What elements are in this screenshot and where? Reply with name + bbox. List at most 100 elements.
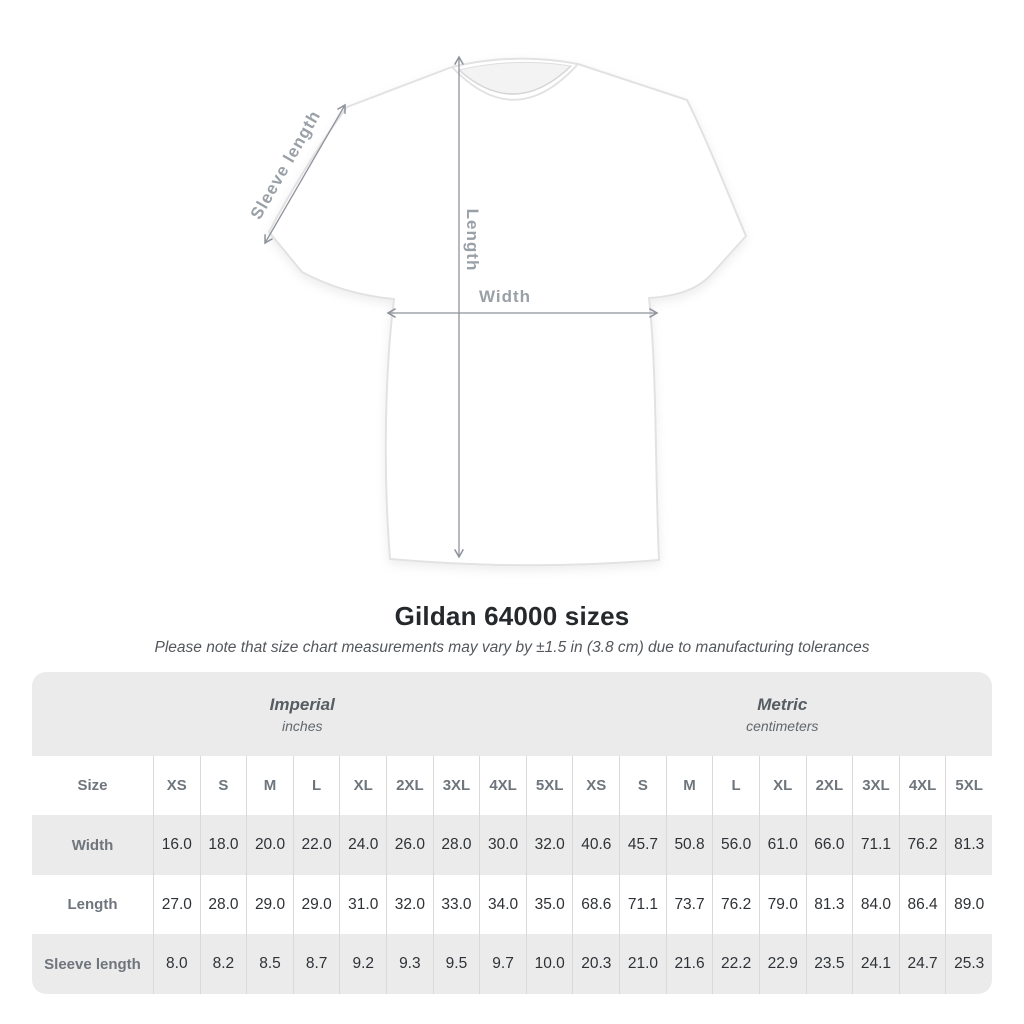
collar-band xyxy=(458,65,572,95)
unit-header-sub: centimeters xyxy=(746,717,819,734)
measurement-value-imperial: 29.0 xyxy=(292,875,340,934)
measurement-value-metric: 71.1 xyxy=(852,815,899,875)
measurement-value-imperial: 16.0 xyxy=(153,815,200,875)
measurement-value-metric: 81.3 xyxy=(805,875,853,934)
table-row: Width 16.0 18.0 20.0 22.0 24.0 26.0 28.0 30.0 32.… xyxy=(32,815,992,875)
collar-seam xyxy=(451,63,579,101)
size-header-imperial: 4XL xyxy=(479,756,526,815)
length-dimension-label: Length xyxy=(463,209,482,272)
unit-header: Metric centimeters xyxy=(573,672,993,756)
size-header-imperial: 3XL xyxy=(432,756,480,815)
row-label: Width xyxy=(71,836,114,854)
measurement-value-imperial: 8.7 xyxy=(292,934,340,994)
size-header-metric: XL xyxy=(758,756,806,815)
measurement-value-imperial: 8.5 xyxy=(246,934,293,994)
size-column-header: Size xyxy=(77,777,108,794)
measurement-value-metric: 45.7 xyxy=(619,815,666,875)
row-label: Length xyxy=(67,896,118,913)
measurement-value-metric: 71.1 xyxy=(619,875,666,934)
measurement-value-imperial: 33.0 xyxy=(432,875,480,934)
table-row: Imperial inches Metric centimeters xyxy=(32,672,992,756)
measurement-value-imperial: 22.0 xyxy=(292,815,340,875)
title-block: Gildan 64000 sizes Please note that size… xyxy=(0,601,1024,657)
measurement-value-metric: 50.8 xyxy=(665,815,713,875)
size-header-imperial: 2XL xyxy=(386,756,433,815)
size-header-metric: 5XL xyxy=(945,756,992,815)
table-row: Size XS S M L XL 2XL 3XL 4XL 5XL XS S M L XL 2XL 3XL 4XL 5… xyxy=(32,756,992,815)
width-dimension-label: Width xyxy=(479,287,531,306)
measurement-value-imperial: 28.0 xyxy=(199,875,247,934)
measurement-value-metric: 84.0 xyxy=(852,875,899,934)
measurement-value-metric: 86.4 xyxy=(898,875,946,934)
size-header-metric: M xyxy=(665,756,713,815)
measurement-value-imperial: 28.0 xyxy=(432,815,480,875)
measurement-value-imperial: 30.0 xyxy=(479,815,526,875)
measurement-value-imperial: 29.0 xyxy=(246,875,293,934)
measurement-value-imperial: 8.2 xyxy=(199,934,247,994)
measurement-value-imperial: 35.0 xyxy=(525,875,573,934)
measurement-value-metric: 79.0 xyxy=(758,875,806,934)
row-label: Sleeve length xyxy=(44,955,141,973)
measurement-value-imperial: 20.0 xyxy=(246,815,293,875)
page-title: Gildan 64000 sizes xyxy=(394,601,630,631)
tshirt-image xyxy=(268,57,747,567)
unit-header: Imperial inches xyxy=(32,672,573,756)
measurement-value-imperial: 9.3 xyxy=(386,934,433,994)
sleeve-length-arrow xyxy=(264,103,346,245)
size-header-imperial: L xyxy=(292,756,340,815)
measurement-value-metric: 89.0 xyxy=(945,875,992,934)
size-header-imperial: M xyxy=(246,756,293,815)
size-diagram: Width Length Sleeve length xyxy=(247,55,747,567)
measurement-value-imperial: 27.0 xyxy=(153,875,200,934)
measurement-value-metric: 73.7 xyxy=(665,875,713,934)
measurement-value-metric: 40.6 xyxy=(572,815,619,875)
measurement-value-imperial: 9.2 xyxy=(339,934,386,994)
measurement-value-metric: 21.0 xyxy=(619,934,666,994)
measurement-value-metric: 66.0 xyxy=(805,815,853,875)
tolerance-note: Please note that size chart measurements… xyxy=(154,639,870,656)
size-header-imperial: XS xyxy=(153,756,200,815)
size-header-metric: 3XL xyxy=(852,756,899,815)
measurement-value-metric: 61.0 xyxy=(758,815,806,875)
size-table: Imperial inches Metric centimeters Size XS S M L… xyxy=(32,672,992,994)
measurement-value-imperial: 9.7 xyxy=(479,934,526,994)
unit-header-label: Imperial xyxy=(269,694,335,714)
measurement-value-metric: 68.6 xyxy=(572,875,619,934)
size-header-metric: 2XL xyxy=(805,756,853,815)
size-header-metric: XS xyxy=(572,756,619,815)
measurement-value-metric: 20.3 xyxy=(572,934,619,994)
size-header-imperial: 5XL xyxy=(525,756,573,815)
measurement-value-imperial: 34.0 xyxy=(479,875,526,934)
measurement-value-metric: 23.5 xyxy=(805,934,853,994)
size-header-metric: 4XL xyxy=(898,756,946,815)
measurement-value-metric: 22.2 xyxy=(712,934,759,994)
measurement-value-metric: 81.3 xyxy=(945,815,992,875)
tshirt-figure-svg: Width Length Sleeve length xyxy=(247,55,747,567)
measurement-value-metric: 76.2 xyxy=(712,875,759,934)
measurement-value-metric: 24.7 xyxy=(898,934,946,994)
measurement-value-metric: 76.2 xyxy=(898,815,946,875)
tshirt-body xyxy=(268,57,747,567)
table-row: Sleeve length 8.0 8.2 8.5 8.7 9.2 9.3 9.5 9.7 10.… xyxy=(32,934,992,994)
measurement-value-metric: 24.1 xyxy=(852,934,899,994)
measurement-value-imperial: 31.0 xyxy=(339,875,386,934)
measurement-value-imperial: 18.0 xyxy=(199,815,247,875)
measurement-value-metric: 25.3 xyxy=(945,934,992,994)
measurement-value-imperial: 10.0 xyxy=(525,934,573,994)
measurement-value-imperial: 32.0 xyxy=(386,875,433,934)
unit-header-sub: inches xyxy=(282,717,323,734)
measurement-value-imperial: 26.0 xyxy=(386,815,433,875)
measurement-value-imperial: 8.0 xyxy=(153,934,200,994)
size-header-imperial: S xyxy=(199,756,247,815)
measurement-value-imperial: 24.0 xyxy=(339,815,386,875)
size-header-imperial: XL xyxy=(339,756,386,815)
unit-header-label: Metric xyxy=(757,694,808,714)
measurement-value-metric: 56.0 xyxy=(712,815,759,875)
size-header-metric: S xyxy=(619,756,666,815)
table-row: Length 27.0 28.0 29.0 29.0 31.0 32.0 33.0 34.0 35… xyxy=(32,875,992,934)
measurement-value-metric: 22.9 xyxy=(758,934,806,994)
measurement-value-metric: 21.6 xyxy=(665,934,713,994)
size-header-metric: L xyxy=(712,756,759,815)
measurement-value-imperial: 9.5 xyxy=(432,934,480,994)
measurement-value-imperial: 32.0 xyxy=(525,815,573,875)
